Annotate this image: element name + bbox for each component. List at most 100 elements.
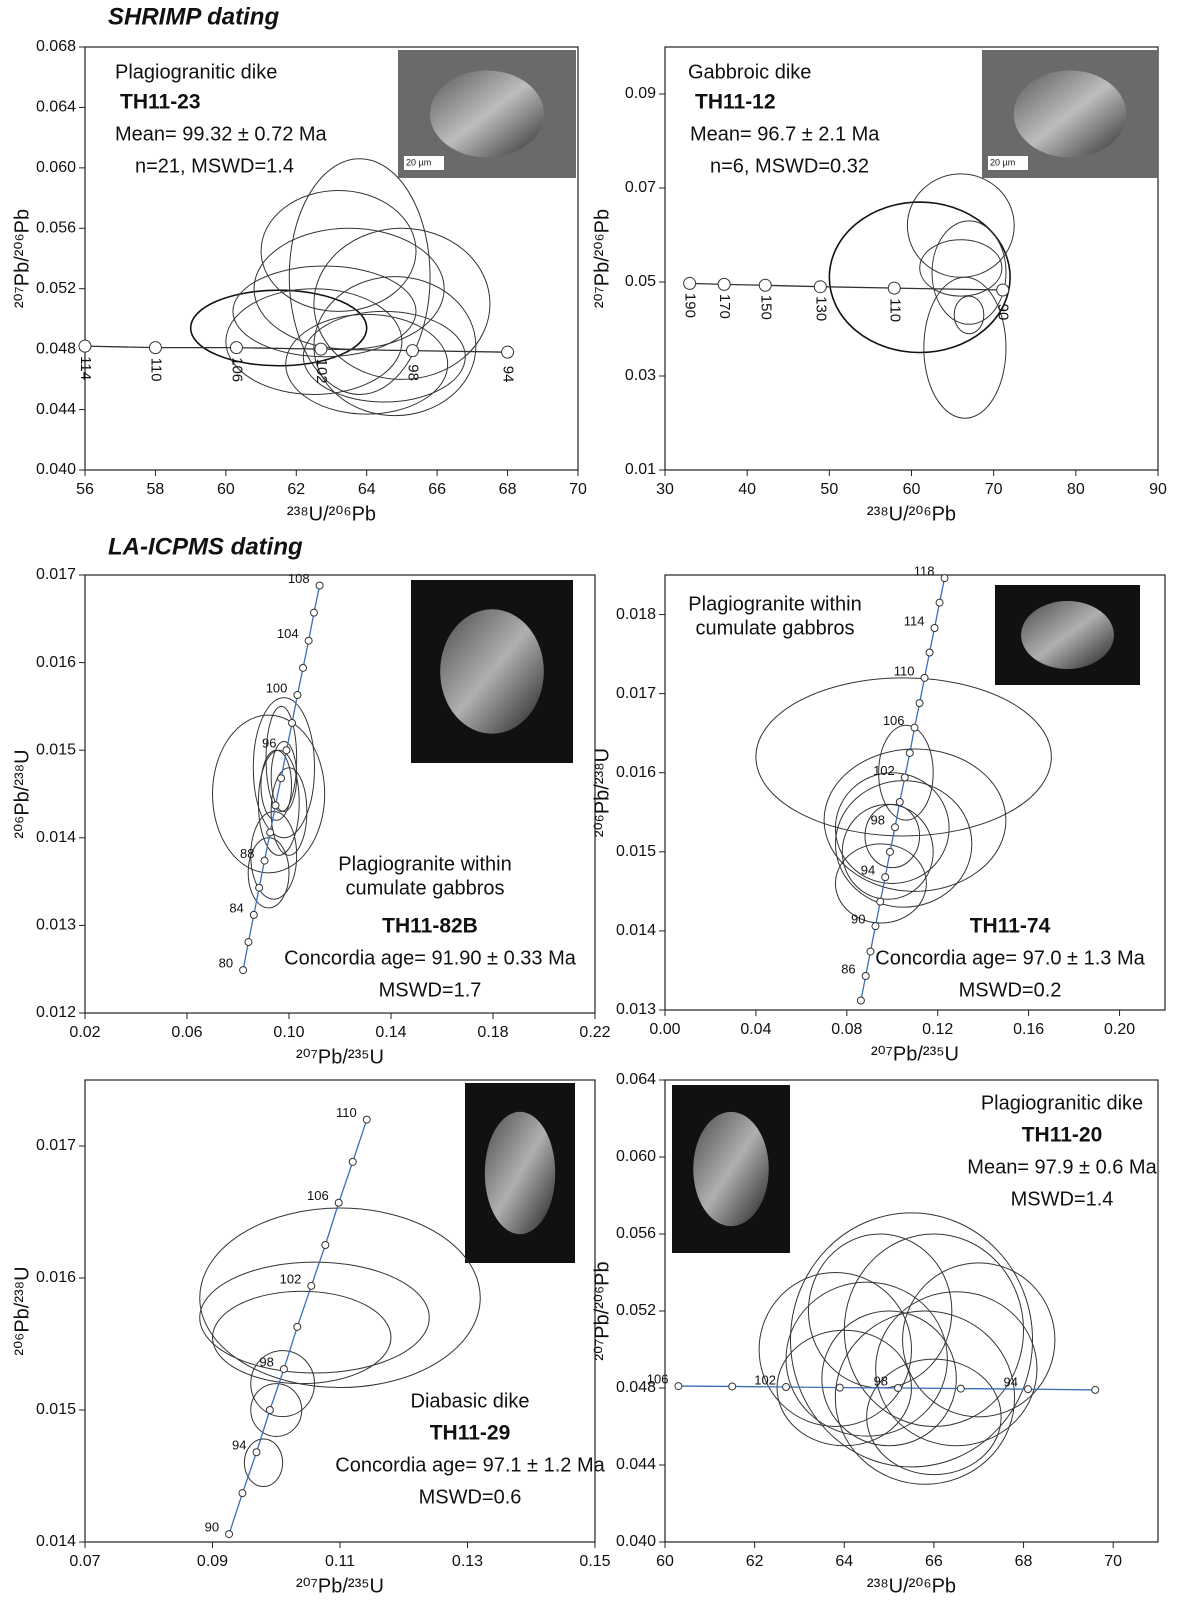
panel: 60 62 64 66 68 70 0.040 0.044 0.048 0.052 0.056 0.0… xyxy=(591,1071,1159,1597)
scale-label: 20 µm xyxy=(406,157,431,167)
age-label: 170 xyxy=(716,294,733,319)
age-point xyxy=(835,1383,844,1392)
x-tick-label: 0.16 xyxy=(1013,1021,1044,1038)
y-tick-label: 0.09 xyxy=(625,85,656,102)
age-point xyxy=(279,1365,288,1374)
error-ellipse xyxy=(821,1310,957,1447)
age-point xyxy=(229,341,243,355)
x-axis-label: ²³⁸U/²⁰⁶Pb xyxy=(867,1575,956,1597)
age-point xyxy=(348,1157,357,1166)
ellipse-group xyxy=(85,158,508,417)
error-ellipse xyxy=(288,158,431,395)
note: MSWD=0.2 xyxy=(959,979,1062,1001)
y-tick-label: 0.015 xyxy=(616,843,656,860)
age-label: 114 xyxy=(77,356,94,380)
error-ellipse xyxy=(864,803,921,869)
age-label: 118 xyxy=(914,564,935,579)
error-ellipse xyxy=(834,780,973,908)
age-label: 110 xyxy=(894,663,915,678)
age-label: 104 xyxy=(277,626,299,641)
y-tick-label: 0.017 xyxy=(36,1137,76,1154)
x-tick-label: 0.07 xyxy=(69,1553,100,1570)
age-label: 98 xyxy=(259,1355,273,1370)
age-point xyxy=(334,1198,343,1207)
x-tick-label: 0.20 xyxy=(1104,1021,1135,1038)
x-tick-label: 0.18 xyxy=(477,1024,508,1041)
x-tick-label: 90 xyxy=(1149,481,1167,498)
error-ellipse xyxy=(199,1261,430,1374)
error-ellipse xyxy=(250,1383,303,1437)
age-point xyxy=(861,971,870,980)
error-ellipse xyxy=(789,1212,1034,1468)
age-point xyxy=(891,823,899,832)
sample-name: TH11-82B xyxy=(382,915,478,938)
x-tick-label: 80 xyxy=(1067,481,1085,498)
age-point xyxy=(362,1115,371,1124)
x-tick-label: 0.12 xyxy=(922,1021,953,1038)
note: Concordia age= 97.0 ± 1.3 Ma xyxy=(875,947,1145,969)
age-point xyxy=(728,1382,737,1391)
age-point xyxy=(277,774,286,783)
y-axis-label: ²⁰⁶Pb/²³⁸U xyxy=(11,749,33,838)
age-point xyxy=(813,280,827,294)
ellipse-group xyxy=(678,1212,1096,1485)
age-label: 150 xyxy=(757,295,774,320)
age-point xyxy=(244,938,253,947)
panel: 0.02 0.06 0.10 0.14 0.18 0.22 0.012 0.013 0.014 0… xyxy=(11,533,610,1068)
age-point xyxy=(225,1530,234,1539)
age-point xyxy=(405,344,419,358)
y-tick-label: 0.014 xyxy=(36,1533,76,1550)
age-point xyxy=(321,1241,330,1249)
scale-label: 20 µm xyxy=(990,157,1015,167)
x-tick-label: 66 xyxy=(428,481,446,498)
age-label: 84 xyxy=(229,900,243,915)
x-axis-label: ²⁰⁷Pb/²³⁵U xyxy=(296,1575,384,1597)
age-point xyxy=(683,276,697,290)
age-point xyxy=(758,278,772,292)
zircon-crystal xyxy=(1021,601,1114,669)
error-ellipse xyxy=(834,772,950,884)
y-tick-label: 0.017 xyxy=(616,685,656,702)
note: MSWD=1.7 xyxy=(379,979,482,1001)
error-ellipse xyxy=(834,843,927,924)
age-label: 110 xyxy=(147,358,164,382)
panel: 30 40 50 60 70 80 90 0.01 0.03 0.05 0.07 0.09 ²³⁸U/²… xyxy=(591,46,1167,525)
error-ellipse xyxy=(250,1350,315,1418)
y-tick-label: 0.068 xyxy=(36,38,76,55)
x-tick-label: 64 xyxy=(835,1553,853,1570)
age-label: 102 xyxy=(280,1271,302,1286)
age-label: 98 xyxy=(874,1373,888,1388)
y-tick-label: 0.014 xyxy=(616,922,656,939)
y-tick-label: 0.060 xyxy=(36,159,76,176)
age-label: 110 xyxy=(336,1105,357,1120)
section-title: SHRIMP dating xyxy=(108,3,279,30)
age-point xyxy=(887,281,901,295)
age-label: 90 xyxy=(205,1520,219,1535)
y-tick-label: 0.013 xyxy=(36,917,76,934)
age-label: 110 xyxy=(886,298,903,322)
y-tick-label: 0.018 xyxy=(616,606,656,623)
age-point xyxy=(894,1384,903,1392)
y-tick-label: 0.017 xyxy=(36,566,76,583)
age-label: 106 xyxy=(228,357,245,382)
note: Concordia age= 91.90 ± 0.33 Ma xyxy=(284,947,577,969)
x-tick-label: 64 xyxy=(358,481,376,498)
y-axis-label: ²⁰⁶Pb/²³⁸U xyxy=(11,1266,33,1355)
age-point xyxy=(299,663,308,672)
age-point xyxy=(935,598,944,607)
x-tick-label: 0.08 xyxy=(831,1021,862,1038)
note: Mean= 96.7 ± 2.1 Ma xyxy=(690,123,880,145)
error-ellipse xyxy=(923,276,1007,419)
x-tick-label: 70 xyxy=(1104,1553,1122,1570)
error-ellipse xyxy=(199,1207,481,1389)
x-tick-label: 0.09 xyxy=(197,1553,228,1570)
age-label: 94 xyxy=(232,1438,246,1453)
rock-type: Plagiogranite within xyxy=(688,593,861,615)
age-label: 94 xyxy=(500,366,517,383)
error-ellipse xyxy=(953,295,985,335)
age-point xyxy=(265,1406,274,1414)
note: MSWD=1.4 xyxy=(1011,1188,1114,1210)
x-tick-label: 58 xyxy=(147,481,165,498)
age-label: 88 xyxy=(240,846,254,861)
